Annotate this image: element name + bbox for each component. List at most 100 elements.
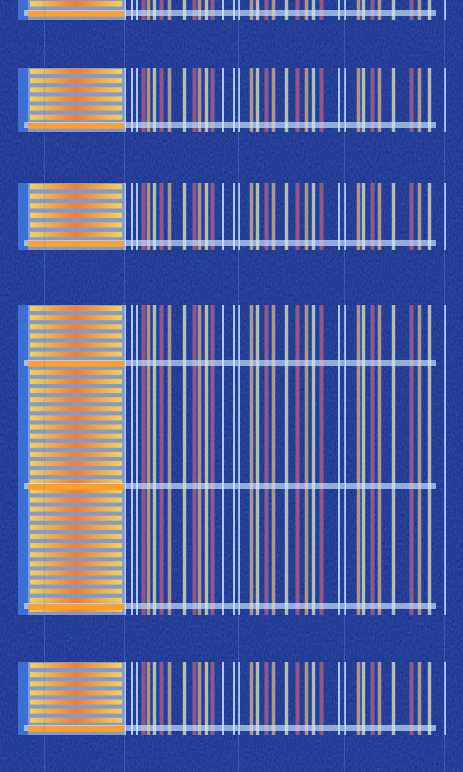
carrier-line — [428, 68, 431, 132]
sync-row — [24, 483, 436, 489]
carrier-line — [153, 68, 156, 132]
carrier-line — [211, 183, 214, 250]
carrier-glow — [167, 305, 172, 615]
carrier-glow — [319, 183, 324, 250]
carrier-line — [211, 68, 214, 132]
carrier-glow — [141, 68, 146, 132]
carrier-glow — [146, 662, 151, 735]
carrier-glow — [370, 662, 375, 735]
sync-row-hot — [28, 11, 124, 17]
carrier-glow — [409, 183, 414, 250]
carrier-glow — [204, 68, 209, 132]
carrier-glow — [264, 68, 269, 132]
carrier-glow — [304, 68, 309, 132]
carrier-glow — [304, 662, 309, 735]
side-tone — [444, 662, 446, 735]
burst-stripe — [30, 351, 122, 357]
carrier-line — [265, 68, 268, 132]
carrier-line — [205, 305, 208, 615]
carrier-glow — [427, 183, 432, 250]
burst-stripe — [30, 579, 122, 585]
carrier-glow — [264, 183, 269, 250]
carrier-glow — [197, 662, 202, 735]
carrier-line — [362, 662, 365, 735]
carrier-glow — [319, 68, 324, 132]
side-tone — [131, 68, 133, 132]
carrier-line — [410, 68, 413, 132]
carrier-line — [428, 183, 431, 250]
carrier-line — [305, 305, 308, 615]
burst-stripe — [30, 96, 122, 102]
carrier-glow — [255, 305, 260, 615]
burst-edge — [18, 68, 28, 132]
sync-row — [24, 122, 436, 128]
carrier-line — [168, 305, 171, 615]
side-tone — [131, 183, 133, 250]
carrier-line — [285, 662, 288, 735]
carrier-glow — [377, 68, 382, 132]
carrier-glow — [356, 68, 361, 132]
carrier-line — [272, 662, 275, 735]
carrier-line — [357, 305, 360, 615]
carrier-glow — [311, 305, 316, 615]
side-tone — [136, 662, 138, 735]
carrier-line — [312, 662, 315, 735]
carrier-line — [418, 662, 421, 735]
burst-stripe — [30, 570, 122, 576]
burst-stripe — [30, 342, 122, 348]
burst-stripe — [30, 699, 122, 705]
burst-stripe — [30, 515, 122, 521]
side-tone — [233, 68, 235, 132]
carrier-line — [198, 305, 201, 615]
carrier-line — [320, 183, 323, 250]
carrier-glow — [295, 662, 300, 735]
carrier-line — [265, 662, 268, 735]
burst-stripe — [30, 369, 122, 375]
carrier-glow — [417, 183, 422, 250]
carrier-line — [250, 183, 253, 250]
carrier-glow — [304, 183, 309, 250]
carrier-line — [305, 662, 308, 735]
side-tone — [344, 305, 346, 615]
side-tone — [238, 183, 240, 250]
carrier-line — [256, 183, 259, 250]
carrier-line — [418, 183, 421, 250]
side-tone — [338, 68, 340, 132]
burst-stripe — [30, 690, 122, 696]
carrier-glow — [295, 68, 300, 132]
carrier-glow — [409, 68, 414, 132]
carrier-glow — [210, 662, 215, 735]
carrier-line — [296, 305, 299, 615]
side-tone — [238, 68, 240, 132]
carrier-glow — [182, 183, 187, 250]
carrier-line — [378, 662, 381, 735]
carrier-glow — [284, 662, 289, 735]
guide-line — [344, 0, 345, 772]
side-tone — [338, 662, 340, 735]
carrier-line — [198, 68, 201, 132]
carrier-glow — [152, 305, 157, 615]
carrier-line — [296, 68, 299, 132]
burst-stripe — [30, 442, 122, 448]
carrier-glow — [356, 305, 361, 615]
carrier-line — [142, 68, 145, 132]
side-tone — [344, 183, 346, 250]
carrier-line — [378, 68, 381, 132]
carrier-line — [256, 305, 259, 615]
sync-row — [24, 10, 436, 16]
carrier-glow — [391, 662, 396, 735]
carrier-line — [272, 305, 275, 615]
carrier-glow — [361, 305, 366, 615]
carrier-glow — [146, 68, 151, 132]
carrier-line — [153, 305, 156, 615]
carrier-line — [320, 305, 323, 615]
carrier-line — [410, 305, 413, 615]
sync-row — [24, 603, 436, 609]
carrier-glow — [361, 662, 366, 735]
side-tone — [444, 0, 446, 20]
burst-stripe — [30, 424, 122, 430]
guide-line — [444, 0, 445, 772]
carrier-line — [160, 662, 163, 735]
burst-stripe — [30, 406, 122, 412]
burst-stripe — [30, 105, 122, 111]
